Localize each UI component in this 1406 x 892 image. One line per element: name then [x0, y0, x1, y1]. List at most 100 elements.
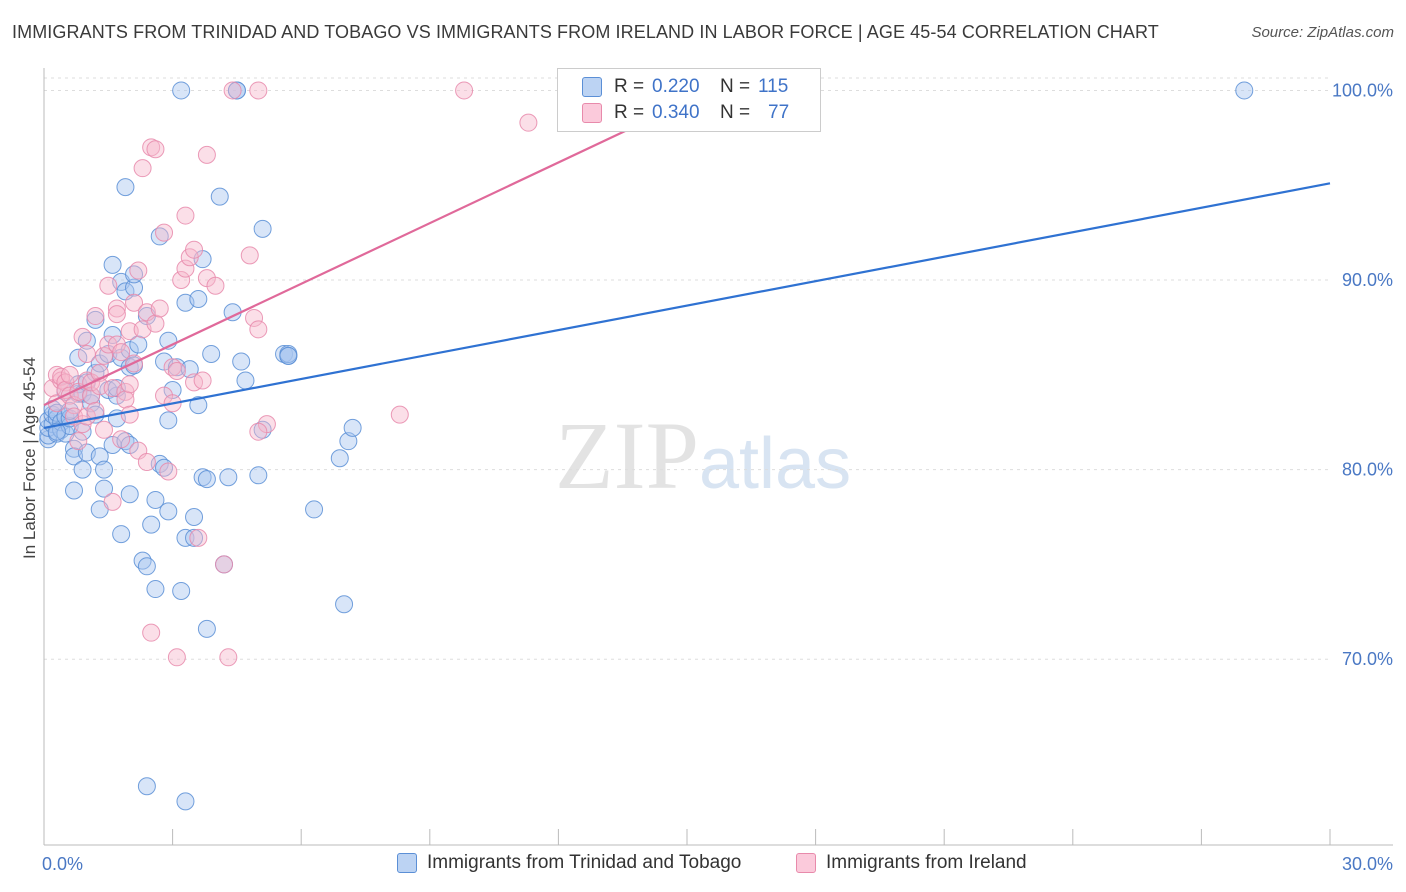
trinidad-point: [129, 335, 148, 354]
ireland-point: [167, 362, 186, 381]
ireland-point: [112, 430, 131, 449]
ireland-point: [142, 623, 161, 642]
legend-swatch-pink: [582, 103, 602, 123]
trinidad-point: [159, 411, 178, 430]
ireland-point: [146, 140, 165, 159]
ireland-point: [129, 261, 148, 280]
x-tick-label: 30.0%: [1342, 854, 1393, 874]
bottom-legend-swatch-pink: [796, 853, 816, 873]
trinidad-point: [176, 792, 195, 811]
ireland-point: [120, 405, 139, 424]
ireland-point: [150, 299, 169, 318]
ireland-point: [120, 375, 139, 394]
ireland-point: [176, 259, 195, 278]
legend-n-label: N =: [720, 76, 751, 97]
ireland-point: [77, 344, 96, 363]
trinidad-point: [236, 371, 255, 390]
bottom-legend-swatch-blue: [397, 853, 417, 873]
trinidad-point: [232, 352, 251, 371]
x-ticks: 0.0% 30.0%: [42, 829, 1393, 874]
trinidad-point: [73, 460, 92, 479]
y-tick-label: 80.0%: [1342, 460, 1393, 480]
trinidad-trend-line: [43, 182, 1331, 429]
trinidad-point: [125, 278, 144, 297]
ireland-point: [103, 492, 122, 511]
trinidad-point: [227, 81, 246, 100]
ireland-point: [125, 293, 144, 312]
bottom-legend-label-ireland: Immigrants from Ireland: [826, 852, 1027, 873]
trinidad-point: [1235, 81, 1254, 100]
trinidad-point: [172, 81, 191, 100]
trinidad-point: [65, 481, 84, 500]
bottom-legend-trinidad: Immigrants from Trinidad and Tobago: [397, 852, 741, 874]
trinidad-point: [219, 468, 238, 487]
ireland-point: [137, 453, 156, 472]
trinidad-point: [103, 255, 122, 274]
trinidad-point: [163, 380, 182, 399]
trinidad-point: [95, 460, 114, 479]
trinidad-point: [249, 466, 268, 485]
trinidad-point: [305, 500, 324, 519]
ireland-point: [60, 365, 79, 384]
ireland-point: [245, 308, 264, 327]
trinidad-point: [279, 346, 298, 365]
ireland-point: [185, 240, 204, 259]
trinidad-point: [253, 219, 272, 238]
ireland-point: [69, 432, 88, 451]
source-label: Source: ZipAtlas.com: [1251, 24, 1394, 41]
x-tick-label: 0.0%: [42, 854, 83, 874]
ireland-point: [193, 371, 212, 390]
y-tick-label: 100.0%: [1332, 80, 1393, 100]
ireland-point: [86, 401, 105, 420]
ireland-point: [215, 555, 234, 574]
ireland-point: [249, 422, 268, 441]
trinidad-point: [73, 422, 92, 441]
legend-r-value: 0.340: [652, 102, 700, 123]
axes: [43, 68, 1393, 846]
trinidad-point: [90, 447, 109, 466]
trinidad-point: [142, 515, 161, 534]
trinidad-point: [335, 595, 354, 614]
trend-lines: [43, 100, 1331, 429]
ireland-point: [206, 276, 225, 295]
y-tick-labels: 70.0% 80.0% 90.0% 100.0%: [1332, 80, 1393, 669]
trinidad-point: [146, 580, 165, 599]
ireland-trend-line: [43, 100, 688, 407]
grid-lines: [44, 77, 1330, 660]
watermark: ZIPatlas: [555, 400, 851, 511]
trinidad-point: [172, 581, 191, 600]
trinidad-point: [137, 557, 156, 576]
trinidad-point: [197, 619, 216, 638]
y-tick-label: 90.0%: [1342, 270, 1393, 290]
trinidad-point: [120, 435, 139, 454]
legend-row-trinidad: R = 0.220 N = 115: [582, 75, 788, 99]
watermark-atlas: atlas: [699, 424, 852, 504]
ireland-point: [116, 390, 135, 409]
trinidad-point: [202, 344, 221, 363]
ireland-point: [133, 159, 152, 178]
y-axis-label: In Labor Force | Age 45-54: [20, 357, 39, 559]
ireland-point: [455, 81, 474, 100]
legend-r-label: R =: [614, 76, 645, 97]
ireland-point: [73, 327, 92, 346]
legend-row-ireland: R = 0.340 N = 77: [582, 101, 789, 125]
ireland-point: [107, 299, 126, 318]
trinidad-point: [339, 432, 358, 451]
trinidad-point: [185, 528, 204, 547]
ireland-point: [107, 305, 126, 324]
trinidad-point: [120, 485, 139, 504]
trinidad-point: [116, 178, 135, 197]
ireland-point: [390, 405, 409, 424]
trinidad-point: [69, 348, 88, 367]
trinidad-point: [343, 418, 362, 437]
legend-n-value: 115: [758, 76, 789, 97]
ireland-point: [223, 81, 242, 100]
legend-r-value: 0.220: [652, 76, 700, 97]
ireland-point: [519, 113, 538, 132]
legend-swatch-blue: [582, 77, 602, 97]
bottom-legend-label-trinidad: Immigrants from Trinidad and Tobago: [427, 852, 742, 873]
trinidad-point: [47, 422, 66, 441]
ireland-point: [112, 343, 131, 362]
ireland-point: [99, 276, 118, 295]
trinidad-point: [197, 470, 216, 489]
